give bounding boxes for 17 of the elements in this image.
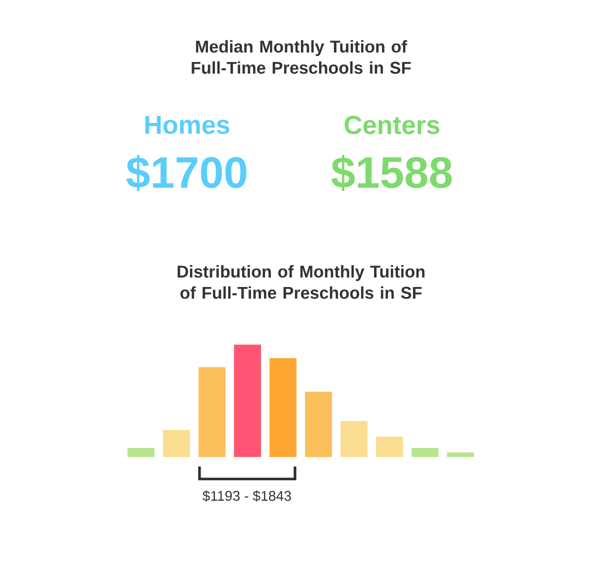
text: $1588: [331, 155, 452, 191]
text: $1700: [126, 155, 246, 191]
bar: [198, 367, 226, 457]
text: $1193 - $1843: [202, 490, 291, 502]
chart-title: Distribution of Monthly Tuition of Full-Time Preschools in SF: [178, 265, 424, 299]
bar: [340, 421, 368, 457]
bar: [128, 448, 155, 457]
bar: [376, 436, 404, 457]
bar: [270, 358, 297, 457]
text: Median Monthly Tuition of Full-Time Preschools in SF: [192, 40, 411, 74]
bar: [163, 430, 190, 457]
category-label: Homes: [145, 116, 230, 134]
bar: [412, 448, 439, 457]
category-label: Centers: [344, 116, 440, 134]
bar: [305, 392, 332, 457]
bar: [234, 344, 262, 457]
bar: [447, 452, 474, 457]
